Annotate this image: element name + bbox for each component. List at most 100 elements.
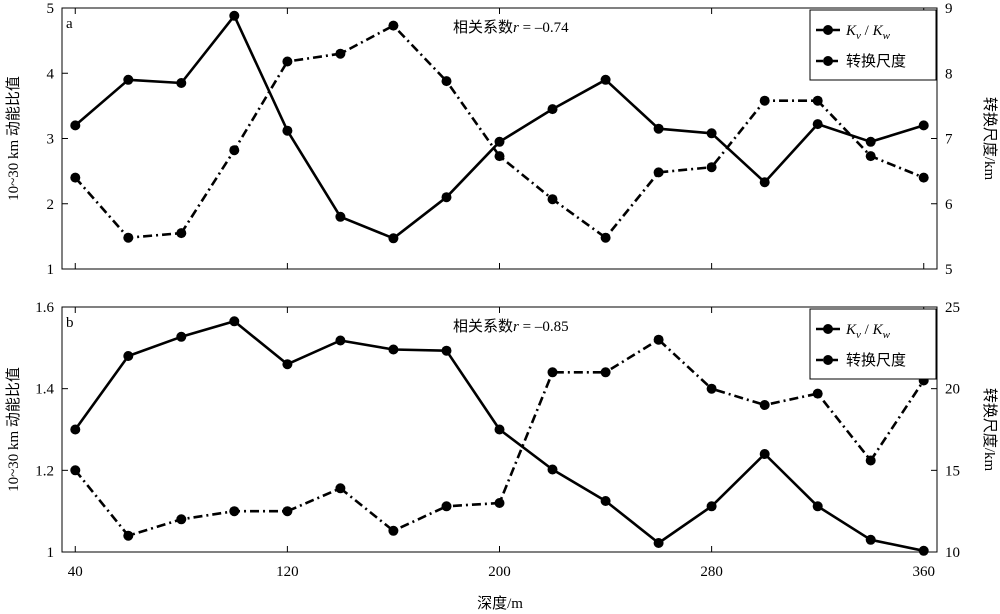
data-point (176, 78, 187, 88)
left-tick-label: 1.4 (35, 382, 54, 398)
data-point (759, 400, 770, 410)
right-tick-label: 6 (945, 197, 953, 213)
legend-marker (823, 324, 833, 334)
legend-label: Kv / Kw (845, 322, 891, 341)
right-tick-label: 10 (945, 545, 960, 561)
right-tick-label: 5 (945, 262, 953, 278)
data-point (388, 233, 399, 244)
right-tick-label: 8 (945, 66, 953, 82)
x-tick-label: 120 (276, 564, 299, 580)
data-point (282, 359, 293, 370)
data-point (759, 449, 770, 459)
series-line-kv-kw (74, 319, 924, 553)
data-point (335, 48, 346, 59)
data-point (176, 228, 187, 239)
correlation-annotation: 相关系数r = –0.85 (453, 318, 569, 335)
data-point (229, 10, 240, 21)
legend: Kv / Kw 转换尺度 (809, 308, 937, 380)
data-point (123, 74, 134, 85)
data-point (865, 534, 876, 545)
data-point (229, 316, 240, 327)
data-point (812, 388, 823, 399)
series-line-conversion-scale (74, 24, 925, 239)
data-point (918, 120, 929, 131)
chart-panel-b: 1 1.2 1.4 1.6 10 15 20 25 40 120 200 280 360 10~30 km… (5, 300, 998, 580)
legend-marker (823, 355, 833, 365)
data-point (812, 119, 823, 130)
data-point (865, 455, 876, 466)
data-point (388, 344, 399, 355)
x-tick-label: 360 (912, 564, 935, 580)
data-point (653, 334, 664, 345)
data-point (335, 335, 346, 346)
legend-label: 转换尺度 (846, 352, 906, 369)
data-point (706, 383, 717, 394)
data-point (494, 136, 505, 147)
data-point (759, 95, 770, 106)
data-point (653, 538, 664, 548)
panel-label: a (66, 16, 73, 32)
data-point (706, 128, 717, 139)
data-point (918, 545, 929, 556)
data-point (441, 192, 452, 203)
data-point (441, 345, 452, 356)
data-point (123, 530, 134, 541)
data-point (494, 151, 505, 162)
data-point (229, 145, 240, 156)
left-tick-label: 1 (47, 262, 55, 278)
data-point (547, 194, 558, 205)
chart-panel-a: 1 2 3 4 5 5 6 7 8 9 10~30 km 动能比值 转换尺度/km a 相关系数r = –… (5, 1, 998, 278)
x-tick-label: 200 (488, 564, 511, 580)
data-point (70, 172, 81, 183)
data-point (123, 232, 134, 243)
data-point (388, 525, 399, 536)
data-point (812, 95, 823, 106)
data-point (706, 162, 717, 173)
legend-label: 转换尺度 (846, 53, 906, 70)
y-axis-label-right: 转换尺度/km (981, 388, 998, 472)
left-tick-label: 3 (47, 132, 55, 148)
data-point (441, 76, 452, 87)
legend-marker (823, 25, 833, 35)
right-tick-label: 20 (945, 382, 960, 398)
data-point (600, 74, 611, 85)
right-tick-label: 25 (945, 300, 960, 316)
left-tick-label: 5 (47, 1, 55, 17)
y-axis-label-right: 转换尺度/km (981, 97, 998, 181)
series-line-kv-kw (74, 14, 925, 240)
panel-label: b (66, 315, 74, 331)
data-point (600, 232, 611, 243)
data-point (335, 211, 346, 222)
data-point (123, 351, 134, 361)
data-point (547, 464, 558, 475)
x-axis-label: 深度/m (477, 595, 523, 612)
left-tick-label: 1.2 (35, 463, 54, 479)
data-point (388, 20, 399, 31)
legend-box (809, 308, 937, 380)
data-point (547, 104, 558, 115)
data-point (600, 496, 611, 506)
data-point (229, 506, 240, 517)
data-point (653, 167, 664, 178)
data-point (282, 506, 293, 517)
right-tick-label: 7 (945, 132, 953, 148)
data-point (70, 465, 81, 476)
data-point (494, 424, 505, 435)
legend-marker (823, 56, 833, 66)
data-point (812, 501, 823, 512)
left-tick-label: 1 (47, 545, 55, 561)
data-point (865, 136, 876, 147)
data-point (547, 367, 558, 378)
x-tick-label: 280 (700, 564, 723, 580)
data-point (865, 151, 876, 162)
correlation-annotation: 相关系数r = –0.74 (453, 19, 569, 36)
data-point (600, 367, 611, 378)
left-tick-label: 2 (47, 197, 55, 213)
data-point (335, 483, 346, 494)
y-axis-label-left: 10~30 km 动能比值 (5, 76, 22, 201)
left-tick-label: 1.6 (35, 300, 54, 316)
left-tick-label: 4 (47, 66, 55, 82)
data-point (918, 172, 929, 183)
data-point (70, 120, 81, 131)
